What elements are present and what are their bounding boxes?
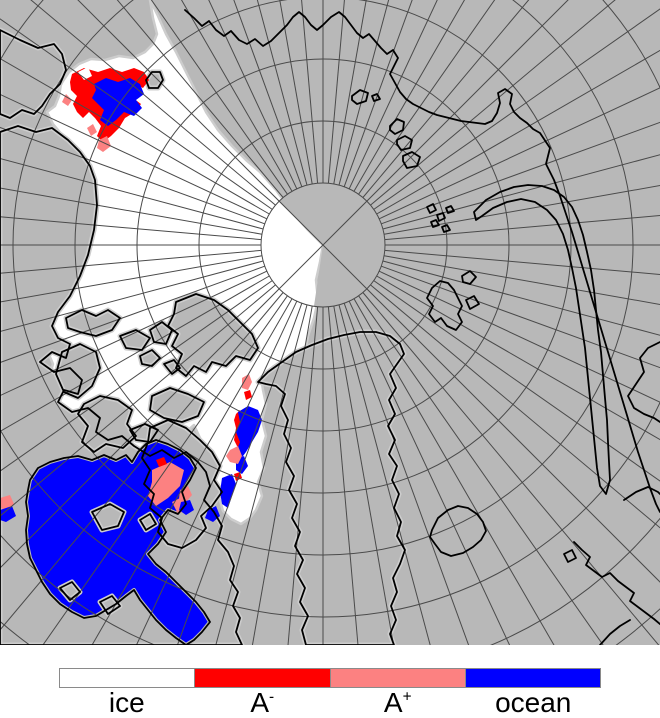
legend-labels: ice A- A+ ocean: [59, 689, 601, 716]
legend-label-a-minus: A-: [195, 689, 331, 716]
legend-label-a-plus: A+: [330, 689, 466, 716]
legend-label-ice-text: ice: [109, 687, 145, 718]
legend-label-ocean-text: ocean: [495, 687, 571, 718]
legend-label-a-minus-sup: -: [269, 689, 274, 706]
legend: ice A- A+ ocean: [0, 645, 660, 716]
legend-label-a-plus-sup: +: [403, 689, 412, 706]
legend-swatch-ice: [60, 669, 195, 687]
map-canvas: [0, 0, 660, 645]
legend-color-bar: [59, 668, 601, 688]
legend-label-a-minus-text: A: [250, 687, 269, 718]
arctic-sea-ice-map: [0, 0, 660, 645]
legend-label-ocean: ocean: [466, 689, 602, 716]
legend-label-a-plus-text: A: [384, 687, 403, 718]
legend-label-ice: ice: [59, 689, 195, 716]
legend-swatch-a-plus: [331, 669, 466, 687]
legend-swatch-a-minus: [195, 669, 330, 687]
legend-swatch-ocean: [466, 669, 600, 687]
